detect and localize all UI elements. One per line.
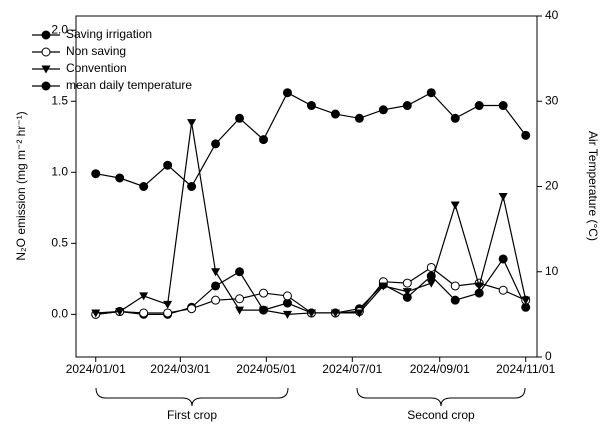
marker <box>402 101 412 111</box>
marker <box>498 192 508 201</box>
marker <box>498 101 508 111</box>
marker <box>282 88 292 98</box>
y-tick-label: 0.0 <box>51 307 68 321</box>
y-tick-label: 1.5 <box>51 93 68 107</box>
marker <box>450 113 460 123</box>
legend-label: Saving irrigation <box>66 27 152 41</box>
y-tick-label: 1.0 <box>51 164 68 178</box>
brace <box>356 387 526 407</box>
marker <box>139 308 149 318</box>
x-tick-label: 2024/01/01 <box>66 362 126 376</box>
marker <box>163 308 173 318</box>
marker <box>259 135 269 145</box>
marker <box>521 296 531 305</box>
marker <box>187 119 197 128</box>
marker <box>235 113 245 123</box>
marker <box>450 201 460 210</box>
y-axis-label: N₂O emission (mg m⁻² hr⁻¹) <box>14 111 28 260</box>
marker <box>474 101 484 111</box>
marker <box>115 173 125 183</box>
marker <box>378 282 388 291</box>
legend-marker <box>41 47 51 57</box>
brace <box>95 387 289 407</box>
marker <box>115 308 125 317</box>
marker <box>354 113 364 123</box>
legend-label: mean daily temperature <box>66 78 192 92</box>
x-tick-label: 2024/07/01 <box>322 362 382 376</box>
marker <box>211 295 221 305</box>
legend-label: Non saving <box>66 44 126 58</box>
marker <box>521 130 531 140</box>
marker <box>402 278 412 288</box>
marker <box>187 182 197 191</box>
marker <box>330 309 340 318</box>
marker <box>426 279 436 288</box>
y2-axis-label: Air Temperature (°C) <box>586 131 600 241</box>
y-tick-label: 0.5 <box>51 236 68 250</box>
marker <box>498 254 508 264</box>
marker <box>259 306 269 315</box>
series-line <box>95 266 526 315</box>
y2-tick-label: 10 <box>545 264 559 278</box>
marker <box>450 281 460 291</box>
marker <box>211 139 221 149</box>
marker <box>282 310 292 319</box>
marker <box>426 262 436 272</box>
marker <box>163 300 173 309</box>
marker <box>306 101 316 111</box>
marker <box>378 105 388 115</box>
marker <box>91 309 101 318</box>
marker <box>282 291 292 301</box>
legend-marker <box>41 30 51 40</box>
marker <box>91 169 101 179</box>
annotation: First crop <box>167 408 217 422</box>
annotation: Second crop <box>407 408 475 422</box>
marker <box>402 288 412 297</box>
legend-marker <box>41 65 51 74</box>
marker <box>306 309 316 318</box>
marker <box>163 160 173 170</box>
marker <box>139 292 149 301</box>
marker <box>426 88 436 98</box>
legend-marker <box>41 81 51 91</box>
marker <box>474 282 484 291</box>
marker <box>498 285 508 295</box>
y2-tick-label: 20 <box>545 179 559 193</box>
marker <box>235 267 245 277</box>
marker <box>187 304 197 314</box>
marker <box>211 281 221 291</box>
y2-tick-label: 0 <box>545 349 552 363</box>
x-tick-label: 2024/09/01 <box>410 362 470 376</box>
y-tick-label: 2.0 <box>51 22 68 36</box>
marker <box>259 288 269 298</box>
series-line <box>95 257 527 315</box>
marker <box>450 295 460 305</box>
marker <box>235 306 245 315</box>
x-tick-label: 2024/11/01 <box>496 362 555 376</box>
marker <box>330 109 340 119</box>
marker <box>354 309 364 318</box>
x-tick-label: 2024/03/01 <box>150 362 210 376</box>
x-tick-label: 2024/05/01 <box>236 362 296 376</box>
legend-label: Convention <box>66 61 127 75</box>
y2-tick-label: 40 <box>545 8 559 22</box>
y2-tick-label: 30 <box>545 93 559 107</box>
marker <box>211 268 221 277</box>
marker <box>139 182 149 191</box>
marker <box>235 294 245 304</box>
